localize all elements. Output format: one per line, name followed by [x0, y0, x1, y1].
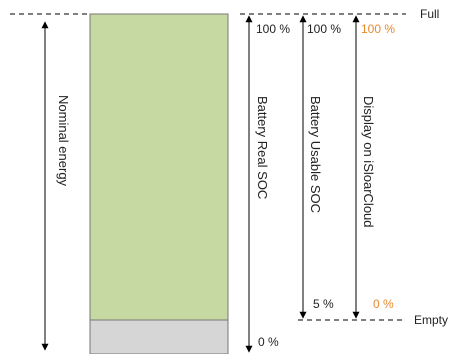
usable-energy-block [89, 13, 229, 321]
battery-usable-soc-label: Battery Usable SOC [308, 96, 323, 213]
battery-real-soc-label: Battery Real SOC [255, 96, 270, 199]
nominal-energy-label: Nominal energy [56, 95, 71, 187]
display-soc-label: Display on iSloarCloud [361, 96, 376, 228]
real-soc-top-percent: 100 % [256, 22, 290, 36]
usable-soc-top-percent: 100 % [307, 22, 341, 36]
usable-soc-bottom-percent: 5 % [313, 297, 334, 311]
display-soc-bottom-percent: 0 % [373, 297, 394, 311]
reserve-energy-block [89, 319, 229, 354]
empty-label: Empty [414, 313, 448, 327]
real-soc-bottom-percent: 0 % [258, 335, 279, 349]
display-soc-top-percent: 100 % [361, 22, 395, 36]
full-label: Full [420, 7, 439, 21]
